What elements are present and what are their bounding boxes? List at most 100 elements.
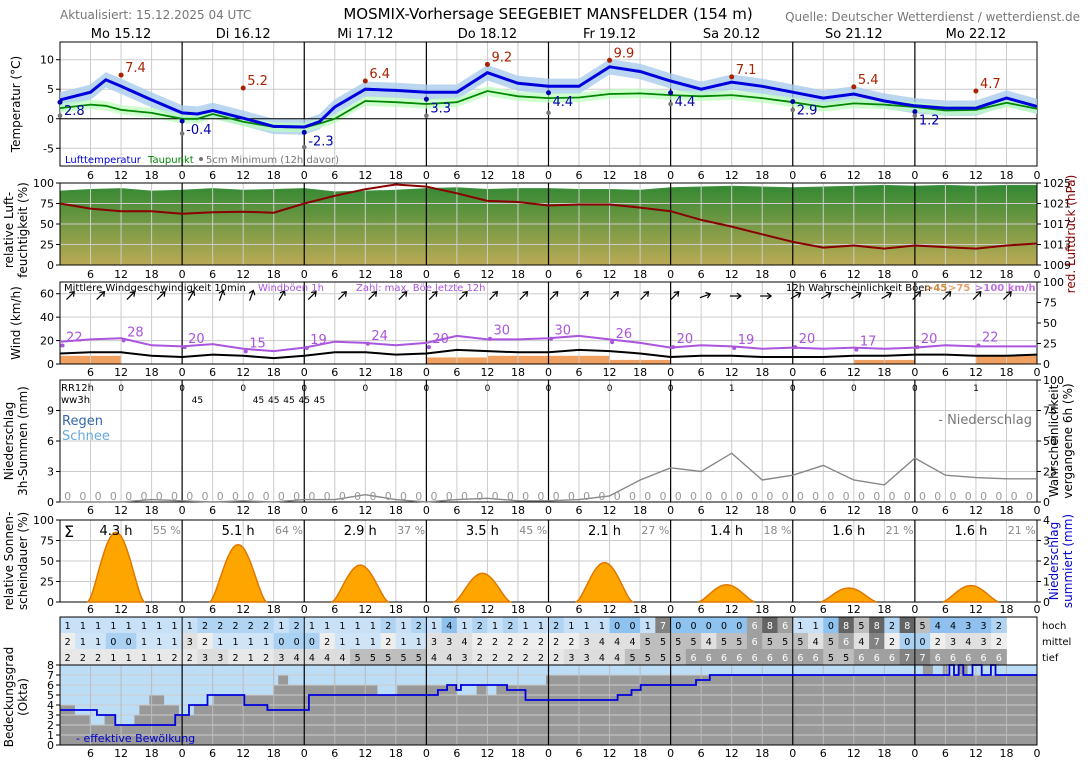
cloud-cell-value: 2 bbox=[95, 653, 101, 664]
cloud-cell bbox=[777, 649, 794, 666]
precip-3h-value: 0 bbox=[110, 490, 117, 503]
cloud-cell bbox=[426, 633, 443, 650]
max-temp-point bbox=[484, 61, 490, 67]
gust-max-point bbox=[121, 338, 126, 343]
cloud-cell-value: 6 bbox=[950, 653, 956, 664]
rr12h-value: 0 bbox=[485, 384, 491, 394]
precip-3h-value: 0 bbox=[568, 490, 575, 503]
max-temp-point bbox=[362, 78, 368, 84]
precip-3h-value: 0 bbox=[873, 490, 880, 503]
hour-tick-label: 0 bbox=[179, 366, 186, 379]
hour-tick-label: 6 bbox=[820, 366, 827, 379]
hour-tick-label: 6 bbox=[453, 504, 460, 517]
precip-3h-value: 0 bbox=[858, 490, 865, 503]
gust-max-point bbox=[793, 345, 798, 350]
hour-tick-label: 18 bbox=[755, 268, 769, 281]
day-label: Sa 20.12 bbox=[703, 27, 761, 42]
hour-tick-label: 6 bbox=[209, 268, 216, 281]
cloud-cell-value: 1 bbox=[156, 637, 162, 648]
cloud-cell-value: 6 bbox=[996, 653, 1002, 664]
daily-sunshine-percent: 18 % bbox=[764, 524, 792, 537]
hour-tick-label: 12 bbox=[480, 268, 494, 281]
wind-arrow bbox=[670, 291, 680, 300]
hour-tick-label: 18 bbox=[877, 268, 891, 281]
hour-tick-label: 12 bbox=[358, 366, 372, 379]
arrow-head bbox=[371, 291, 378, 297]
cloud-cell-value: 1 bbox=[568, 621, 574, 632]
y2-tick-label: 0 bbox=[1043, 596, 1050, 609]
precip-3h-value: 0 bbox=[827, 490, 834, 503]
precip-3h-value: 0 bbox=[675, 490, 682, 503]
ww3h-value: 45 bbox=[299, 396, 310, 406]
cloud-cell-value: 2 bbox=[324, 637, 330, 648]
hour-tick-label: 6 bbox=[576, 504, 583, 517]
ground-min-point bbox=[301, 144, 307, 150]
cloud-cell-value: 2 bbox=[996, 621, 1002, 632]
wind-arrow bbox=[248, 289, 256, 301]
arrow-head bbox=[279, 289, 286, 296]
cloud-cell-value: 4 bbox=[629, 637, 635, 648]
cloud-cell-value: 5 bbox=[675, 637, 681, 648]
cloud-cell-value: 0 bbox=[904, 637, 910, 648]
cloud-cell bbox=[395, 649, 412, 666]
min-temp-point bbox=[790, 99, 796, 105]
gust-max-label: 20 bbox=[188, 332, 205, 347]
daily-sunshine-hours: 5.1 h bbox=[222, 524, 255, 539]
cloud-cell-value: 0 bbox=[278, 637, 284, 648]
cloud-cell-value: 1 bbox=[95, 621, 101, 632]
hour-tick-label: 12 bbox=[236, 603, 250, 616]
cloud-cell bbox=[640, 617, 656, 634]
cloud-cell-value: 0 bbox=[675, 621, 681, 632]
hour-tick-label: 6 bbox=[576, 603, 583, 616]
cloud-cell-value: 1 bbox=[156, 621, 162, 632]
y2-tick-label: 50 bbox=[1043, 317, 1057, 330]
cloud-cell-value: 1 bbox=[431, 621, 437, 632]
y-tick-label: 75 bbox=[40, 535, 54, 548]
cloud-cell bbox=[212, 617, 229, 634]
y-tick-label: 75 bbox=[40, 198, 54, 211]
arrow-head bbox=[159, 291, 166, 297]
cloud-cell-value: 1 bbox=[400, 621, 406, 632]
hour-tick-label: 12 bbox=[969, 169, 983, 182]
cloud-cell bbox=[945, 617, 962, 634]
ground-min-point bbox=[546, 110, 551, 116]
precip-3h-value: 0 bbox=[385, 490, 392, 503]
precip-3h-value: 0 bbox=[64, 490, 71, 503]
hour-tick-label: 6 bbox=[576, 268, 583, 281]
cloud-cell bbox=[655, 649, 672, 666]
hour-tick-label: 0 bbox=[423, 504, 430, 517]
cloud-cell-value: 5 bbox=[782, 637, 788, 648]
daily-sunshine-hours: 2.1 h bbox=[588, 524, 621, 539]
cloud-cell bbox=[640, 649, 656, 666]
hour-tick-label: 0 bbox=[789, 603, 796, 616]
arrow-shaft bbox=[790, 292, 800, 300]
hour-tick-label: 12 bbox=[725, 504, 739, 517]
cloud-cell bbox=[472, 633, 488, 650]
precip-3h-value: 0 bbox=[369, 490, 376, 503]
hour-tick-label: 6 bbox=[209, 169, 216, 182]
hour-tick-label: 18 bbox=[267, 268, 281, 281]
cloud-cell-value: 2 bbox=[477, 621, 483, 632]
max-temp-label: 5.4 bbox=[858, 73, 879, 88]
cloud-cell bbox=[258, 633, 275, 650]
cloud-cell bbox=[243, 649, 259, 666]
daily-sunshine-hours: 3.5 h bbox=[466, 524, 499, 539]
precip-probability-axis-label: Wahrscheinlichkeitvergangene 6h (%) bbox=[1047, 383, 1075, 498]
cloud-cell bbox=[517, 633, 534, 650]
cloud-cell bbox=[777, 633, 794, 650]
hour-tick-label: 12 bbox=[603, 169, 617, 182]
cloud-cell-value: 5 bbox=[843, 653, 849, 664]
hour-tick-label: 0 bbox=[179, 169, 186, 182]
hour-tick-label: 12 bbox=[358, 169, 372, 182]
cloud-cell bbox=[655, 617, 672, 634]
precip-sum-axis-label: Niederschlagsummiert (mm) bbox=[1047, 514, 1075, 608]
hour-tick-label: 6 bbox=[698, 169, 705, 182]
cloud-cell bbox=[670, 617, 687, 634]
cloud-cell bbox=[75, 649, 91, 666]
cloud-cell bbox=[869, 633, 885, 650]
cloud-cell bbox=[456, 649, 473, 666]
gust-max-label: 30 bbox=[493, 324, 510, 339]
cloud-cell bbox=[334, 649, 351, 666]
wind-arrow bbox=[187, 289, 196, 301]
hour-tick-label: 12 bbox=[358, 504, 372, 517]
